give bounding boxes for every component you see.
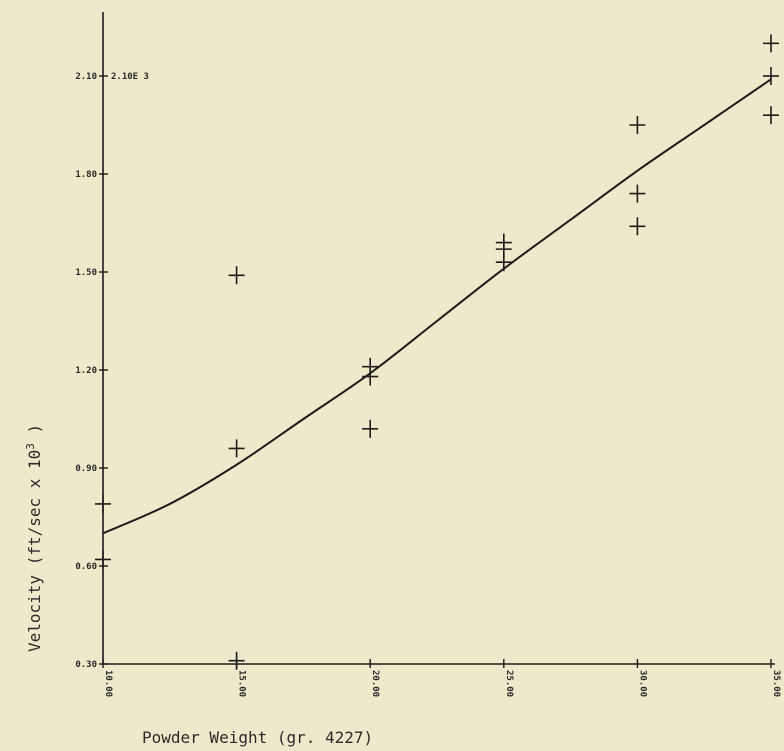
y-axis-title-superscript: 3 — [24, 443, 37, 450]
x-ticks: 10.00 15.00 20.00 25.00 30.00 35.00 — [102, 659, 781, 697]
data-point-11 — [629, 116, 646, 134]
y-tick-label-6: 2.10 — [75, 72, 97, 82]
y-tick-label-5: 1.80 — [75, 170, 97, 180]
x-tick-label-2: 20.00 — [370, 670, 380, 697]
data-point-14 — [763, 34, 779, 53]
y-tick-label-1: 0.60 — [75, 562, 97, 572]
y-ticks: 0.30 0.60 0.90 1.20 1.50 1.80 2.10 — [75, 72, 108, 670]
data-point-10 — [495, 253, 512, 272]
data-point-2 — [228, 266, 245, 285]
data-point-15 — [763, 67, 779, 85]
data-point-13 — [629, 217, 646, 236]
data-point-1 — [95, 550, 111, 569]
x-tick-label-5: 35.00 — [771, 670, 781, 697]
x-tick-label-0: 10.00 — [103, 670, 113, 697]
data-point-6 — [362, 367, 379, 386]
data-point-16 — [763, 106, 779, 125]
y-tick-label-3: 1.20 — [75, 366, 97, 376]
data-point-12 — [629, 184, 646, 203]
data-point-0 — [95, 494, 111, 513]
y-axis-title-close: ) — [25, 424, 44, 443]
x-tick-label-3: 25.00 — [504, 670, 514, 697]
y-axis-title-main: Velocity (ft/sec x 10 — [25, 450, 44, 652]
data-point-4 — [228, 651, 245, 670]
x-tick-label-1: 15.00 — [237, 670, 247, 697]
fit-curve — [102, 78, 772, 535]
data-point-7 — [362, 419, 379, 438]
y-axis-title: Velocity (ft/sec x 103 ) — [24, 424, 44, 652]
data-points — [95, 34, 779, 670]
y-tick-label-2: 0.90 — [75, 464, 97, 474]
data-point-3 — [228, 439, 245, 458]
y-tick-label-0: 0.30 — [75, 660, 97, 670]
corner-annotation: 2.10E 3 — [111, 72, 149, 82]
x-tick-label-4: 30.00 — [637, 670, 647, 697]
y-tick-label-4: 1.50 — [75, 268, 97, 278]
x-axis-title: Powder Weight (gr. 4227) — [142, 728, 373, 747]
